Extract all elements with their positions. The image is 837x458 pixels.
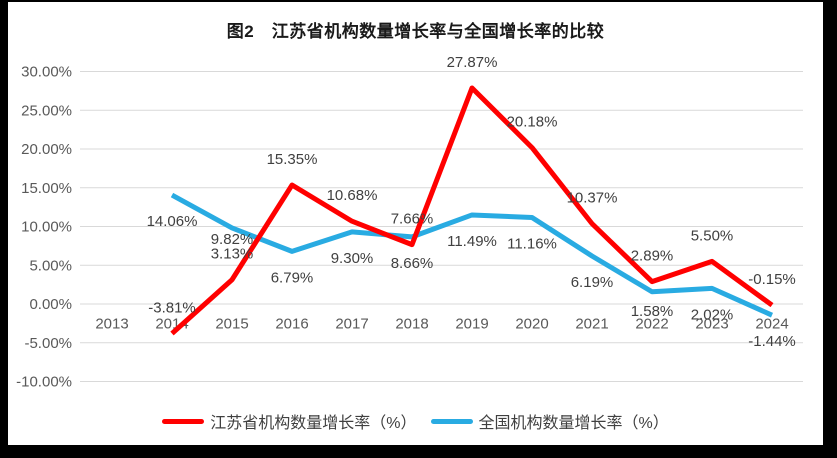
- data-label-national-2023: 2.02%: [691, 306, 734, 323]
- x-axis-tick-label: 2020: [515, 316, 548, 333]
- data-label-jiangsu-2020: 20.18%: [507, 114, 558, 131]
- data-label-national-2022: 1.58%: [631, 303, 674, 320]
- data-label-national-2015: 9.82%: [211, 231, 254, 248]
- x-axis-tick-label: 2015: [215, 316, 248, 333]
- y-axis-tick-label: 10.00%: [21, 219, 72, 236]
- y-axis-tick-label: 25.00%: [21, 102, 72, 119]
- chart-canvas: [8, 2, 823, 445]
- data-label-jiangsu-2016: 15.35%: [267, 151, 318, 168]
- data-label-national-2021: 6.19%: [571, 274, 614, 291]
- x-axis-tick-label: 2019: [455, 316, 488, 333]
- y-axis-tick-label: 0.00%: [29, 296, 72, 313]
- data-label-jiangsu-2019: 27.87%: [447, 54, 498, 71]
- y-axis-tick-label: 5.00%: [29, 257, 72, 274]
- series-line-national: [170, 192, 774, 318]
- chart-title: 图2 江苏省机构数量增长率与全国增长率的比较: [226, 22, 605, 41]
- data-label-jiangsu-2021: 10.37%: [567, 190, 618, 207]
- data-label-jiangsu-2015: 3.13%: [211, 246, 254, 263]
- y-axis-tick-label: -10.00%: [16, 374, 72, 391]
- legend-item-national: 全国机构数量增长率（%）: [430, 409, 669, 433]
- data-label-national-2019: 11.49%: [447, 233, 497, 250]
- x-axis-tick-label: 2017: [335, 316, 368, 333]
- x-axis-tick-label: 2023: [695, 316, 728, 333]
- legend-line-icon-national: [430, 418, 473, 424]
- x-axis-tick-label: 2021: [575, 316, 608, 333]
- data-label-national-2016: 6.79%: [271, 269, 314, 286]
- data-label-jiangsu-2022: 2.89%: [631, 248, 674, 265]
- legend-label-national: 全国机构数量增长率（%）: [478, 415, 669, 432]
- data-label-jiangsu-2017: 10.68%: [327, 187, 378, 204]
- x-axis-tick-label: 2024: [755, 316, 788, 333]
- y-axis-tick-label: 15.00%: [21, 180, 72, 197]
- legend-label-jiangsu: 江苏省机构数量增长率（%）: [210, 415, 417, 432]
- x-axis-tick-label: 2018: [395, 316, 428, 333]
- data-label-jiangsu-2024: -0.15%: [748, 271, 796, 288]
- data-label-national-2020: 11.16%: [507, 236, 557, 253]
- data-label-national-2018: 8.66%: [391, 255, 434, 272]
- y-axis-tick-label: 30.00%: [21, 64, 72, 81]
- legend-item-jiangsu: 江苏省机构数量增长率（%）: [162, 409, 417, 433]
- x-axis-tick-label: 2016: [275, 316, 308, 333]
- y-axis-tick-label: 20.00%: [21, 141, 72, 158]
- chart-legend: 江苏省机构数量增长率（%） 全国机构数量增长率（%）: [8, 409, 823, 433]
- series-line-jiangsu: [170, 85, 774, 336]
- data-label-jiangsu-2018: 7.66%: [391, 211, 434, 228]
- data-label-jiangsu-2023: 5.50%: [691, 227, 734, 244]
- data-label-national-2014: 14.06%: [147, 213, 198, 230]
- x-axis-tick-label: 2022: [635, 316, 668, 333]
- data-label-national-2024: -1.44%: [748, 333, 796, 350]
- legend-line-icon-jiangsu: [162, 418, 205, 424]
- x-axis-tick-label: 2013: [95, 316, 128, 333]
- data-label-national-2017: 9.30%: [331, 250, 374, 267]
- y-axis-tick-label: -5.00%: [24, 335, 72, 352]
- data-label-jiangsu-2014: -3.81%: [148, 300, 196, 317]
